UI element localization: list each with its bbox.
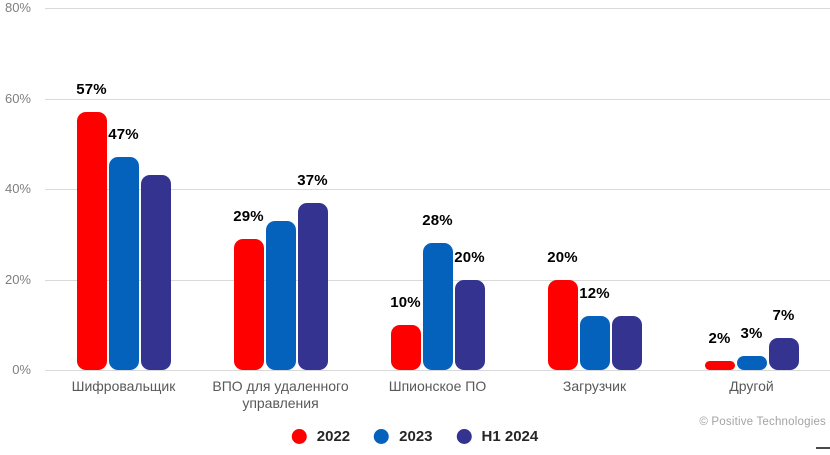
- bar-group: 57% 47%: [45, 81, 202, 370]
- legend-label: 2023: [399, 428, 433, 445]
- bar-2023: 47%: [108, 126, 139, 370]
- bar-2023: [265, 220, 296, 370]
- bar-H1 2024: 20%: [454, 249, 485, 370]
- bar-value-label: 37%: [297, 171, 328, 189]
- bar-value-label: 7%: [772, 307, 795, 325]
- bar-H1 2024: 7%: [768, 307, 799, 370]
- legend: 2022 2023 H1 2024: [291, 428, 539, 445]
- bar-value-label: 20%: [547, 248, 578, 266]
- bar-2022: 20%: [547, 249, 578, 370]
- bar-2023: 3%: [736, 325, 767, 370]
- bar-value-label: 10%: [390, 293, 421, 311]
- bar-2022: 29%: [233, 208, 264, 370]
- x-axis-category-label: Загрузчик: [562, 378, 627, 394]
- legend-dot-icon: [291, 429, 307, 444]
- gridline-40%: [45, 189, 830, 190]
- gridline-80%: [45, 8, 830, 9]
- bar-value-label: 12%: [579, 284, 610, 302]
- y-axis-tick-label: 0%: [12, 362, 31, 377]
- gridline-0%: [45, 370, 830, 371]
- legend-label: 2022: [316, 428, 351, 445]
- x-axis-category-label: Другой: [729, 378, 774, 394]
- bar-group: 10% 28% 20%: [359, 212, 516, 370]
- y-axis-tick-label: 40%: [4, 181, 31, 196]
- bar-value-label: 20%: [454, 248, 485, 266]
- bar-group: 29% 37%: [202, 172, 359, 370]
- bar-H1 2024: 37%: [297, 172, 328, 370]
- legend-dot-icon: [456, 429, 472, 444]
- gridline-60%: [45, 98, 830, 100]
- bar-value-label: 47%: [108, 126, 139, 144]
- x-axis-category-label: ВПО для удаленного управления: [212, 378, 349, 411]
- legend-item-2023: 2023: [374, 428, 433, 445]
- bar-value-label: 57%: [76, 81, 107, 99]
- bar-value-label: 29%: [233, 207, 264, 225]
- x-axis-category-label: Шифровальщик: [71, 378, 176, 394]
- bar-H1 2024: [611, 315, 642, 370]
- bar-2022: 2%: [704, 330, 735, 370]
- bar-group: 2% 3% 7%: [673, 307, 830, 370]
- bar-H1 2024: [140, 175, 171, 370]
- legend-item-2022: 2022: [291, 428, 351, 445]
- legend-item-H1 2024: H1 2024: [456, 428, 539, 445]
- bar-2022: 10%: [390, 294, 421, 370]
- bar-value-label: 3%: [740, 325, 763, 343]
- legend-label: H1 2024: [481, 428, 539, 445]
- bar-2022: 57%: [76, 81, 107, 370]
- corner-dash: [816, 447, 830, 449]
- bar-group: 20% 12%: [516, 249, 673, 370]
- bar-value-label: 28%: [422, 212, 453, 230]
- y-axis-tick-label: 20%: [4, 271, 31, 287]
- bar-value-label: 2%: [708, 329, 731, 347]
- bar-2023: 12%: [579, 285, 610, 370]
- copyright: © Positive Technologies: [699, 416, 826, 428]
- legend-dot-icon: [374, 429, 390, 444]
- y-axis-tick-label: 60%: [4, 90, 31, 106]
- x-axis-category-label: Шпионское ПО: [388, 378, 487, 394]
- bar-2023: 28%: [422, 212, 453, 370]
- y-axis-tick-label: 80%: [4, 0, 31, 15]
